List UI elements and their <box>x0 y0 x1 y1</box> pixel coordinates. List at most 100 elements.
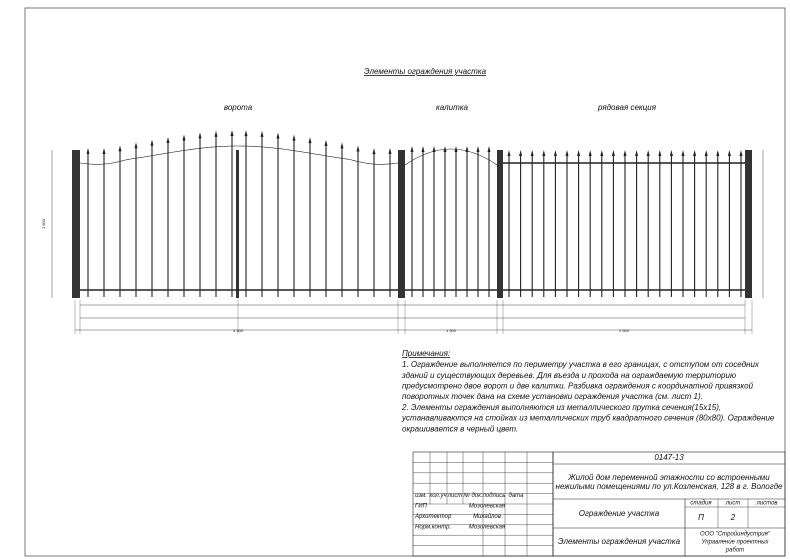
role: ГИП <box>415 504 428 510</box>
post <box>398 150 405 298</box>
role: Архитектор <box>414 514 452 520</box>
title: Элементы ограждения участка <box>364 67 487 76</box>
picket-tip <box>292 134 296 141</box>
picket-tip <box>134 142 138 149</box>
project: Жилой дом переменной этажности со встрое… <box>567 473 770 482</box>
picket-tip <box>410 146 414 152</box>
picket-tip <box>421 146 425 152</box>
label: калитка <box>436 103 469 112</box>
gate-rail <box>79 145 399 165</box>
picket-tip <box>530 150 534 156</box>
notes-heading: Примечания: <box>402 349 450 358</box>
picket-tip <box>198 132 202 139</box>
picket-tip <box>487 146 491 152</box>
post <box>497 150 503 298</box>
column-header: лист <box>447 493 463 499</box>
picket-tip <box>150 139 154 146</box>
picket-tip <box>623 150 627 156</box>
code: 0147-13 <box>654 453 684 462</box>
picket-tip <box>324 139 328 146</box>
note-line: окрашивается в черный цвет. <box>402 424 518 433</box>
label: ворота <box>224 103 253 112</box>
stage: П <box>698 513 704 522</box>
picket-tip <box>519 150 523 156</box>
company: работ <box>725 548 744 554</box>
picket-tip <box>646 150 650 156</box>
dimension: 1 300 <box>446 328 457 333</box>
picket-tip <box>166 136 170 143</box>
picket-tip <box>102 148 106 155</box>
picket-tip <box>86 147 90 154</box>
column-header: подпись <box>483 493 506 499</box>
fence <box>51 130 764 334</box>
picket-tip <box>244 130 248 137</box>
role: Норм.контр. <box>415 524 451 530</box>
picket-tip <box>693 150 697 156</box>
sheet: 2 <box>730 513 736 522</box>
picket-tip <box>118 145 122 152</box>
post <box>72 150 80 298</box>
picket-tip <box>658 150 662 156</box>
picket-tip <box>443 146 447 152</box>
column-header: изм. <box>415 493 427 499</box>
dimension: 4 300 <box>233 328 244 333</box>
notes: 1. Ограждение выполняется по периметру у… <box>401 360 775 433</box>
picket-tip <box>432 146 436 152</box>
note-line: 2. Элементы ограждения выполняются из ме… <box>401 403 721 412</box>
picket-tip <box>182 134 186 141</box>
picket-tip <box>577 150 581 156</box>
picket-tip <box>542 150 546 156</box>
column-header: № док. <box>463 492 482 499</box>
sheet-title: Элементы ограждения участка <box>558 537 681 546</box>
picket-tip <box>308 137 312 144</box>
picket-tip <box>553 150 557 156</box>
stage-header: стадия <box>690 501 712 507</box>
picket-tip <box>669 150 673 156</box>
note-line: поворотных точек дана на схеме установки… <box>402 392 703 401</box>
stage-header: лист <box>725 501 741 507</box>
picket-tip <box>565 150 569 156</box>
picket-tip <box>214 130 218 137</box>
subject: Ограждение участка <box>579 509 660 518</box>
dimension: 2 500 <box>619 328 630 333</box>
picket-tip <box>600 150 604 156</box>
note-line: зданий и существующих деревьев. Для въез… <box>401 371 736 380</box>
note-line: 1. Ограждение выполняется по периметру у… <box>402 360 760 369</box>
picket-tip <box>588 150 592 156</box>
post <box>745 150 752 298</box>
picket-tip <box>340 142 344 149</box>
person: Михайлов <box>473 513 501 520</box>
post <box>236 150 239 298</box>
company: ООО "Стройиндустрия" <box>700 531 771 538</box>
picket-tip <box>356 145 360 152</box>
project: нежилыми помещениями по ул.Козленская, 1… <box>556 482 783 491</box>
note-line: устанавливаются на стойках из металличес… <box>401 414 775 423</box>
picket-tip <box>704 150 708 156</box>
dimension: 1 800 <box>41 218 46 229</box>
picket-tip <box>681 150 685 156</box>
picket-tip <box>476 146 480 152</box>
sheet-frame <box>24 7 786 557</box>
note-line: предусмотрено двое ворот и две калитки. … <box>402 382 754 391</box>
picket-tip <box>507 150 511 156</box>
picket-tip <box>611 150 615 156</box>
picket-tip <box>454 146 458 152</box>
wicket-arch <box>404 148 498 166</box>
picket-tip <box>716 150 720 156</box>
picket-tip <box>465 146 469 152</box>
picket-tip <box>727 150 731 156</box>
person: Мозолевская <box>469 504 506 510</box>
picket-tip <box>372 148 376 155</box>
picket-tip <box>635 150 639 156</box>
label: рядовая секция <box>597 103 657 112</box>
picket-tip <box>739 150 743 156</box>
picket-tip <box>230 130 234 137</box>
column-header: дата <box>509 493 525 499</box>
stage-header: листов <box>755 501 777 507</box>
company: Управление проектных <box>701 540 770 546</box>
picket-tip <box>260 130 264 137</box>
person: Мозолевская <box>469 524 506 530</box>
